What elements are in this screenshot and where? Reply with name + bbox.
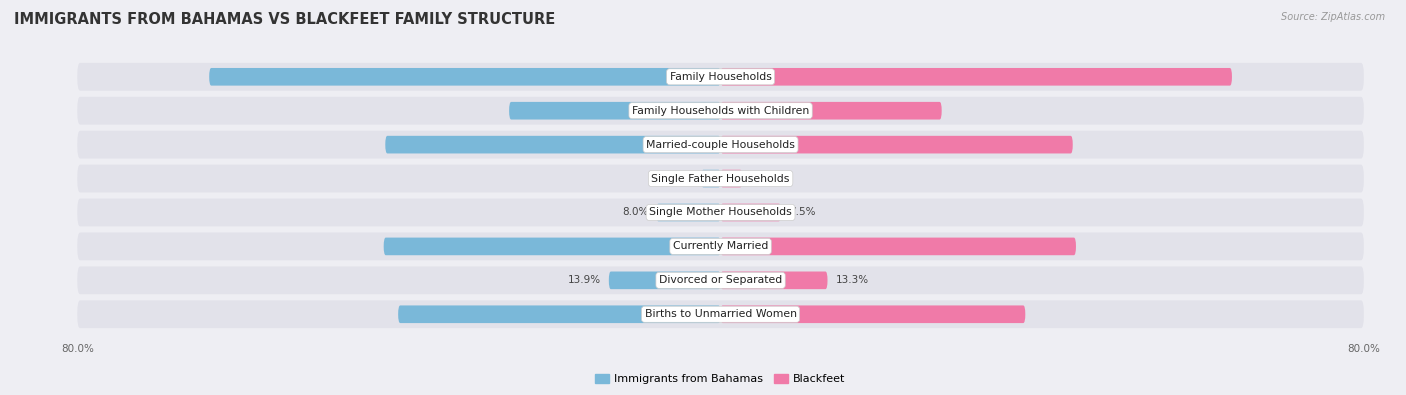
Text: 8.0%: 8.0% [621, 207, 648, 218]
Text: 63.6%: 63.6% [672, 72, 709, 82]
Text: 27.5%: 27.5% [733, 106, 769, 116]
Text: 2.4%: 2.4% [666, 173, 693, 184]
Text: Single Father Households: Single Father Households [651, 173, 790, 184]
FancyBboxPatch shape [609, 271, 721, 289]
FancyBboxPatch shape [702, 170, 721, 187]
Text: 13.9%: 13.9% [568, 275, 600, 285]
FancyBboxPatch shape [384, 237, 721, 255]
FancyBboxPatch shape [398, 305, 721, 323]
Text: 37.9%: 37.9% [733, 309, 769, 319]
FancyBboxPatch shape [721, 305, 1025, 323]
FancyBboxPatch shape [721, 271, 828, 289]
Text: Single Mother Households: Single Mother Households [650, 207, 792, 218]
FancyBboxPatch shape [509, 102, 721, 120]
Text: 40.1%: 40.1% [672, 309, 709, 319]
Text: 13.3%: 13.3% [835, 275, 869, 285]
Text: Married-couple Households: Married-couple Households [647, 140, 794, 150]
FancyBboxPatch shape [721, 68, 1232, 86]
FancyBboxPatch shape [77, 266, 1364, 294]
Legend: Immigrants from Bahamas, Blackfeet: Immigrants from Bahamas, Blackfeet [591, 370, 851, 389]
Text: 41.7%: 41.7% [672, 140, 709, 150]
FancyBboxPatch shape [77, 233, 1364, 260]
Text: Divorced or Separated: Divorced or Separated [659, 275, 782, 285]
Text: Family Households with Children: Family Households with Children [631, 106, 810, 116]
FancyBboxPatch shape [77, 97, 1364, 125]
Text: 44.2%: 44.2% [733, 241, 769, 251]
Text: Births to Unmarried Women: Births to Unmarried Women [644, 309, 797, 319]
Text: 26.3%: 26.3% [672, 106, 709, 116]
FancyBboxPatch shape [77, 199, 1364, 226]
FancyBboxPatch shape [385, 136, 721, 154]
FancyBboxPatch shape [77, 165, 1364, 192]
Text: Source: ZipAtlas.com: Source: ZipAtlas.com [1281, 12, 1385, 22]
FancyBboxPatch shape [721, 136, 1073, 154]
FancyBboxPatch shape [209, 68, 721, 86]
FancyBboxPatch shape [721, 102, 942, 120]
Text: Currently Married: Currently Married [673, 241, 768, 251]
FancyBboxPatch shape [77, 131, 1364, 158]
Text: 43.8%: 43.8% [733, 140, 769, 150]
FancyBboxPatch shape [77, 63, 1364, 91]
Text: Family Households: Family Households [669, 72, 772, 82]
FancyBboxPatch shape [721, 204, 780, 221]
Text: 2.7%: 2.7% [751, 173, 778, 184]
Text: 7.5%: 7.5% [789, 207, 815, 218]
Text: 63.6%: 63.6% [733, 72, 769, 82]
Text: IMMIGRANTS FROM BAHAMAS VS BLACKFEET FAMILY STRUCTURE: IMMIGRANTS FROM BAHAMAS VS BLACKFEET FAM… [14, 12, 555, 27]
FancyBboxPatch shape [721, 170, 742, 187]
FancyBboxPatch shape [77, 300, 1364, 328]
FancyBboxPatch shape [721, 237, 1076, 255]
FancyBboxPatch shape [657, 204, 721, 221]
Text: 41.9%: 41.9% [672, 241, 709, 251]
